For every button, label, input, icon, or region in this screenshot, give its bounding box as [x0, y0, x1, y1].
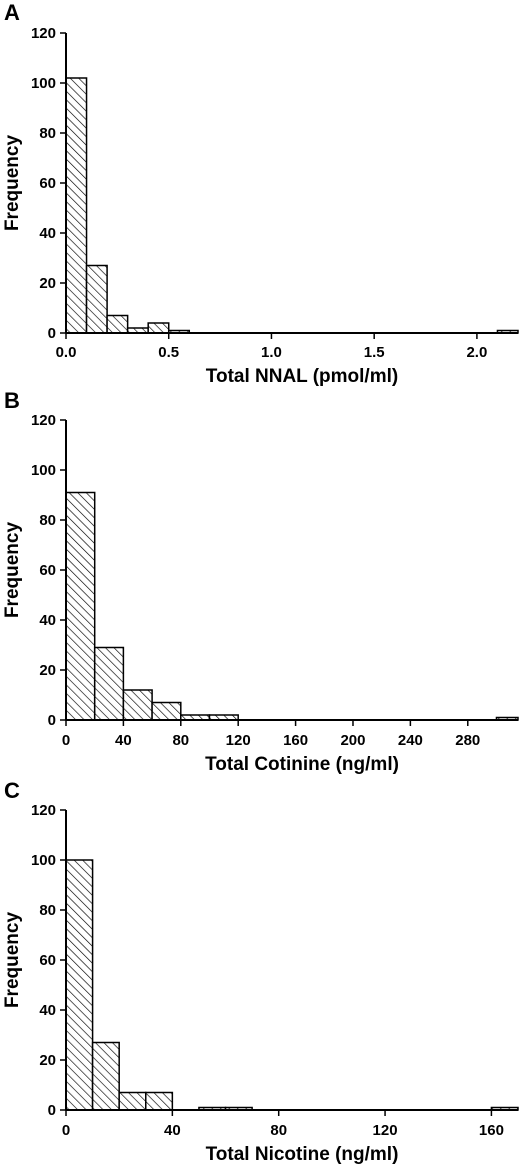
y-tick-label: 40 — [39, 225, 56, 242]
y-tick-label: 0 — [48, 325, 56, 342]
y-tick-label: 20 — [39, 275, 56, 292]
x-axis-title: Total Cotinine (ng/ml) — [205, 754, 399, 775]
x-tick-label: 160 — [283, 732, 308, 749]
y-tick-label: 20 — [39, 1052, 56, 1069]
x-tick-label: 0.5 — [158, 344, 179, 361]
y-axis-title: Frequency — [2, 912, 23, 1009]
y-tick-label: 40 — [39, 612, 56, 629]
y-axis-title: Frequency — [2, 522, 23, 619]
histogram-panel-a: A 0 20 40 60 80 100 120 0.0 0.5 1.0 1.5 2.0 Total NNA… — [0, 0, 520, 390]
chart-a: A 0 20 40 60 80 100 120 0.0 0.5 1.0 1.5 2.0 Total NNA… — [2, 0, 519, 387]
x-tick-label: 160 — [479, 1122, 504, 1139]
histogram-bar — [151, 701, 182, 721]
x-tick-label: 40 — [115, 732, 132, 749]
y-tick-label: 20 — [39, 662, 56, 679]
histogram-bar — [91, 1041, 120, 1111]
y-tick-label: 0 — [48, 1102, 56, 1119]
panel-letter: C — [4, 778, 20, 803]
y-axis-title: Frequency — [2, 135, 23, 232]
x-tick-label: 40 — [164, 1122, 181, 1139]
histogram-bar — [65, 491, 96, 721]
x-tick-label: 0 — [62, 1122, 70, 1139]
x-tick-label: 80 — [172, 732, 189, 749]
y-tick-label: 120 — [31, 25, 56, 42]
x-tick-label: 80 — [270, 1122, 287, 1139]
y-tick-label: 120 — [31, 412, 56, 429]
y-tick-label: 0 — [48, 712, 56, 729]
y-tick-label: 40 — [39, 1002, 56, 1019]
y-tick-label: 100 — [31, 462, 56, 479]
x-tick-label: 200 — [340, 732, 365, 749]
panel-letter: A — [4, 0, 20, 25]
chart-b: B 0 20 40 60 80 100 120 0 40 80 120 160 200 240 280 Tota… — [2, 390, 519, 775]
histogram-bar — [145, 1091, 174, 1111]
histogram-bar — [65, 859, 94, 1111]
x-tick-label: 2.0 — [466, 344, 487, 361]
y-tick-label: 60 — [39, 952, 56, 969]
histogram-bar — [118, 1091, 147, 1111]
histogram-bar — [106, 314, 129, 334]
x-tick-label: 0 — [62, 732, 70, 749]
x-axis-title: Total NNAL (pmol/ml) — [206, 366, 398, 387]
histogram-bar — [93, 646, 125, 721]
y-tick-label: 100 — [31, 75, 56, 92]
x-tick-label: 120 — [226, 732, 251, 749]
y-tick-label: 100 — [31, 852, 56, 869]
histogram-bar — [65, 77, 88, 334]
histogram-bar — [85, 264, 108, 334]
x-tick-label: 1.5 — [364, 344, 385, 361]
x-tick-label: 0.0 — [56, 344, 77, 361]
y-tick-label: 80 — [39, 902, 56, 919]
x-axis-title: Total Nicotine (ng/ml) — [206, 1144, 399, 1165]
x-tick-label: 1.0 — [261, 344, 282, 361]
y-tick-label: 60 — [39, 175, 56, 192]
x-tick-label: 120 — [373, 1122, 398, 1139]
panel-letter: B — [4, 390, 20, 413]
histogram-panel-b: B 0 20 40 60 80 100 120 0 40 80 120 160 200 240 280 Tota… — [0, 390, 520, 778]
y-tick-label: 120 — [31, 802, 56, 819]
histogram-panel-c: C 0 20 40 60 80 100 120 0 40 80 120 160 Total Nicotin… — [0, 778, 520, 1168]
histogram-bar — [147, 322, 170, 334]
y-tick-label: 80 — [39, 125, 56, 142]
y-tick-label: 80 — [39, 512, 56, 529]
histogram-bar — [122, 689, 153, 721]
x-tick-label: 240 — [398, 732, 423, 749]
y-tick-label: 60 — [39, 562, 56, 579]
chart-c: C 0 20 40 60 80 100 120 0 40 80 120 160 Total Nicotin… — [2, 778, 519, 1165]
x-tick-label: 280 — [455, 732, 480, 749]
